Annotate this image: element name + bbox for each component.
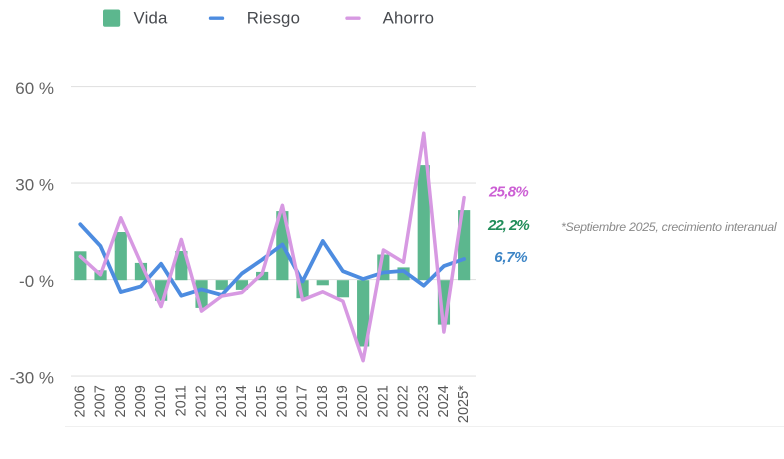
svg-text:2015: 2015	[254, 385, 270, 417]
svg-text:2007: 2007	[93, 385, 109, 417]
svg-text:-0 %: -0 %	[19, 272, 54, 291]
svg-text:2014: 2014	[234, 385, 250, 417]
svg-text:2010: 2010	[153, 385, 169, 417]
svg-text:Ahorro: Ahorro	[383, 8, 435, 27]
svg-text:Vida: Vida	[134, 8, 169, 27]
svg-text:2022: 2022	[396, 385, 412, 417]
svg-text:2023: 2023	[416, 385, 432, 417]
svg-text:22, 2%: 22, 2%	[487, 217, 529, 234]
svg-text:2011: 2011	[173, 385, 189, 416]
svg-text:2024: 2024	[436, 385, 452, 417]
svg-text:*Septiembre 2025, crecimiento: *Septiembre 2025, crecimiento interanual	[561, 220, 778, 234]
svg-text:25,8%: 25,8%	[488, 183, 528, 200]
svg-text:2017: 2017	[295, 385, 311, 417]
svg-text:30 %: 30 %	[15, 175, 54, 194]
svg-text:2025*: 2025*	[456, 385, 472, 423]
svg-text:2008: 2008	[113, 385, 129, 417]
svg-text:60 %: 60 %	[15, 79, 54, 98]
svg-text:2018: 2018	[315, 385, 331, 417]
svg-text:2012: 2012	[194, 385, 210, 417]
svg-text:Riesgo: Riesgo	[247, 8, 300, 27]
svg-text:-30 %: -30 %	[10, 368, 54, 387]
svg-text:6,7%: 6,7%	[494, 249, 527, 266]
svg-text:2016: 2016	[274, 385, 290, 417]
svg-text:2021: 2021	[375, 385, 391, 417]
svg-text:2019: 2019	[335, 385, 351, 417]
svg-text:2009: 2009	[133, 385, 149, 417]
svg-text:2020: 2020	[355, 385, 371, 417]
svg-text:2013: 2013	[214, 385, 230, 417]
svg-text:2006: 2006	[72, 385, 88, 417]
